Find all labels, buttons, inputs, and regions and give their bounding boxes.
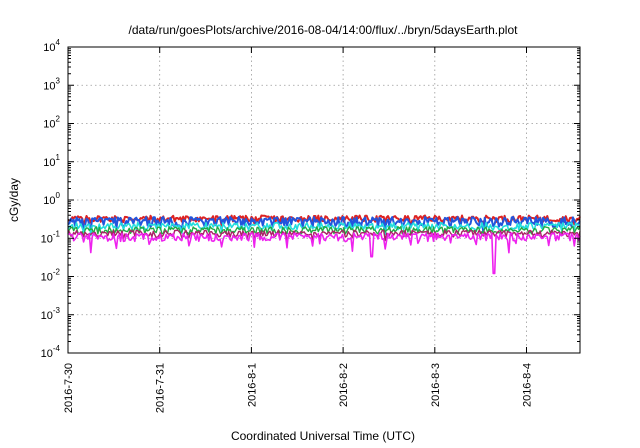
- x-tick-labels: 2016-7-30 2016-7-31 2016-8-1 2016-8-2 2016-8…: [63, 363, 534, 413]
- y-tick-label: 10-2: [41, 268, 61, 284]
- series-line: [67, 226, 581, 238]
- y-tick-label: 10-3: [41, 306, 61, 322]
- y-tick-labels: 10-4 10-3 10-2 10-1 100 101 102 103 104: [41, 38, 61, 360]
- y-tick-label: 10-4: [41, 344, 61, 360]
- series-line: [67, 229, 581, 242]
- y-tick-label: 101: [43, 153, 60, 169]
- y-tick-label: 102: [43, 115, 60, 131]
- x-tick-label: 2016-7-30: [63, 363, 75, 413]
- y-tick-label: 10-1: [41, 229, 61, 245]
- x-tick-label: 2016-8-2: [338, 363, 350, 407]
- chart-title: /data/run/goesPlots/archive/2016-08-04/1…: [129, 23, 519, 37]
- x-tick-label: 2016-7-31: [155, 363, 167, 413]
- x-tick-label: 2016-8-4: [522, 363, 534, 407]
- y-tick-label: 103: [43, 76, 60, 92]
- x-tick-label: 2016-8-1: [246, 363, 258, 407]
- x-axis-label: Coordinated Universal Time (UTC): [231, 429, 415, 443]
- series-line: [67, 215, 581, 234]
- series-group: [67, 214, 581, 275]
- y-tick-label: 104: [43, 38, 60, 54]
- y-tick-label: 100: [43, 191, 60, 207]
- axis-ticks: [67, 46, 580, 354]
- series-line: [67, 232, 581, 275]
- x-tick-label: 2016-8-3: [430, 363, 442, 407]
- grid: [68, 47, 580, 353]
- y-axis-label: cGy/day: [7, 178, 21, 222]
